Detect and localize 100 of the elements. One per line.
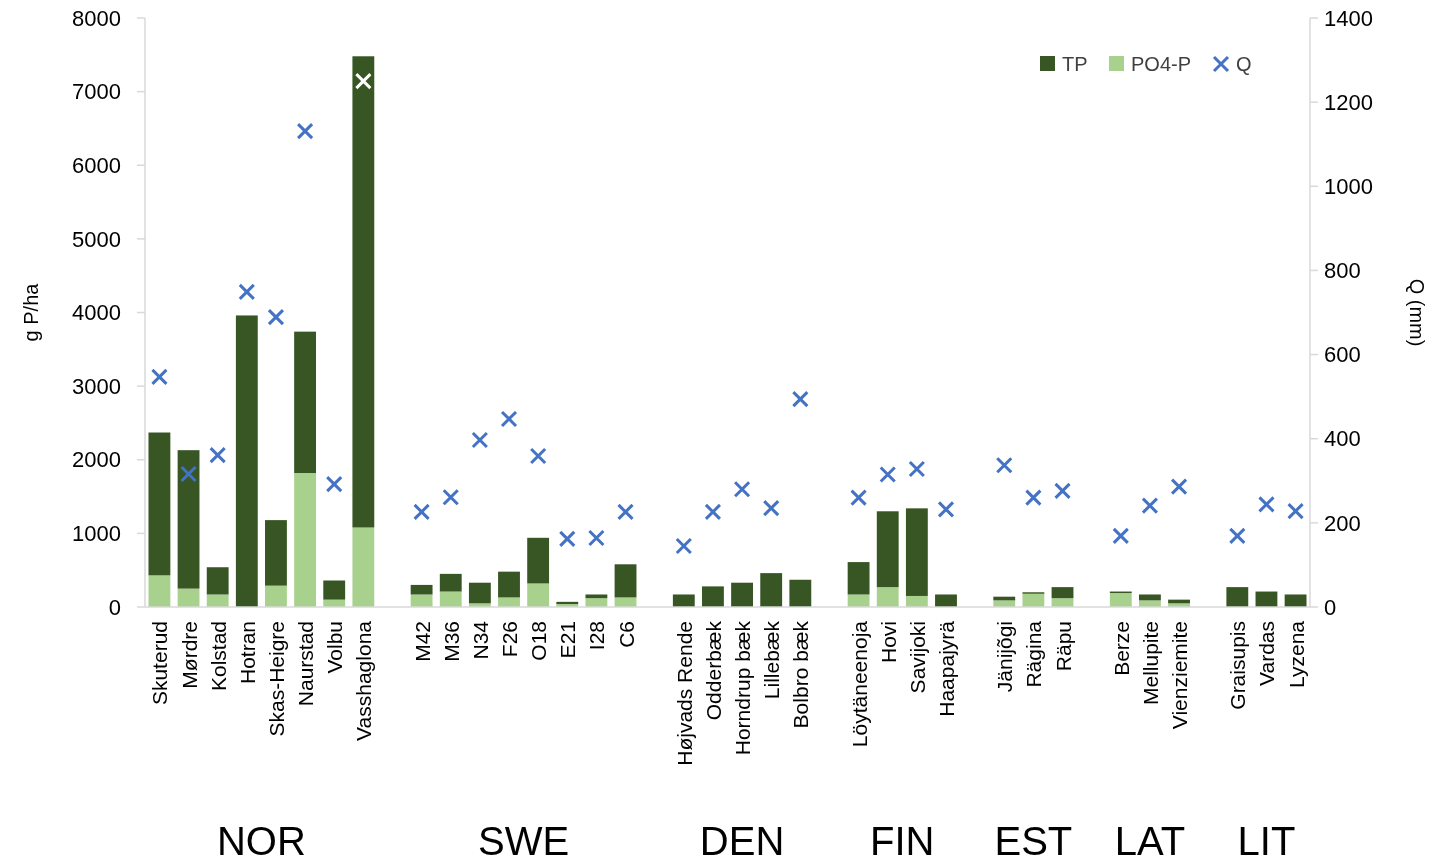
x-tick-label: Jänijõgi (993, 621, 1017, 693)
bar (905, 508, 928, 596)
text: NOR (216, 819, 306, 860)
point (704, 503, 722, 521)
point (529, 447, 547, 465)
text: FIN (870, 819, 935, 860)
point (733, 480, 751, 498)
x-tick-label: Naurstad (294, 621, 318, 707)
text: SWE (478, 819, 570, 860)
x-tick-label: I28 (585, 621, 609, 651)
x-tick-label: Graisupis (1226, 621, 1250, 710)
point (1257, 495, 1275, 513)
bar (1022, 593, 1045, 607)
point (238, 283, 256, 301)
point (413, 503, 431, 521)
bar (323, 580, 346, 600)
x-tick-label: Mellupite (1138, 621, 1162, 706)
bar (585, 598, 608, 607)
bar (1109, 593, 1132, 607)
point (1141, 497, 1159, 515)
bar (1284, 594, 1307, 607)
point (471, 431, 489, 449)
point (762, 499, 780, 517)
y-tick-label: 8000 (72, 5, 121, 31)
bar (1138, 594, 1161, 601)
y2-tick-label: 400 (1324, 426, 1361, 452)
y-tick-label: 6000 (72, 152, 121, 178)
bar (702, 586, 724, 607)
point (995, 456, 1013, 474)
y-tick-label: 0 (108, 594, 121, 620)
bar (1226, 587, 1249, 607)
y-tick-label: 2000 (72, 447, 121, 473)
bar (439, 591, 462, 607)
bar (847, 562, 870, 595)
point (180, 465, 198, 483)
point (267, 308, 285, 326)
x-tick-label: Skuterud (148, 621, 172, 706)
bar (294, 473, 317, 607)
bar (439, 573, 462, 592)
point (1287, 502, 1305, 520)
point (1112, 527, 1130, 545)
y-tick-label: 4000 (72, 300, 121, 326)
bar (585, 594, 608, 599)
x-tick-label: O18 (527, 621, 551, 661)
text: LAT (1114, 819, 1186, 860)
x-tick-label: Berze (1109, 621, 1133, 676)
x-tick-label: Kolstad (206, 621, 230, 692)
x-tick-label: N34 (468, 620, 492, 660)
bar (410, 594, 433, 607)
bar (847, 594, 870, 607)
y-tick-label: 1000 (72, 521, 121, 547)
x-tick-label: M42 (410, 621, 434, 662)
point (850, 489, 868, 507)
point (587, 529, 605, 547)
point (1024, 489, 1042, 507)
y2-tick-label: 1400 (1324, 5, 1373, 31)
point (442, 488, 460, 506)
x-tick-label: Hovi (876, 621, 900, 664)
text: DEN (699, 819, 785, 860)
x-tick-label: Lyzena (1284, 620, 1308, 688)
bar (876, 587, 899, 607)
point (791, 390, 809, 408)
point (1228, 527, 1246, 545)
bar (935, 594, 957, 607)
legend-label: TP (1062, 53, 1088, 75)
bar (731, 582, 753, 607)
x-tick-label: Lillebæk (760, 620, 784, 700)
x-tick-label: C6 (614, 621, 638, 648)
bar (177, 450, 200, 589)
bar (265, 585, 287, 607)
x-tick-label: Vardas (1255, 621, 1279, 686)
y-tick-label: 3000 (72, 373, 121, 399)
bar (148, 575, 171, 607)
point (500, 410, 518, 428)
x-tick-label: Savijoki (905, 621, 929, 694)
point (1054, 482, 1072, 500)
x-tick-label: Hotran (235, 621, 259, 685)
x-tick-label: Skas-Heigre (264, 621, 288, 737)
x-tick-label: Vasshaglona (352, 620, 376, 741)
x-tick-label: M36 (439, 621, 463, 662)
point (675, 537, 693, 555)
point (354, 72, 372, 90)
y2-tick-label: 0 (1324, 594, 1337, 620)
x-tick-label: Volbu (323, 621, 347, 674)
x-tick-label: Vienziemite (1168, 621, 1192, 730)
bar (993, 600, 1016, 607)
x-tick-label: E21 (556, 621, 580, 659)
x-tick-label: Bolbro bæk (789, 620, 813, 729)
bar (1138, 600, 1161, 607)
x-tick-label: Højvads Rende (672, 621, 696, 766)
bar (294, 331, 317, 473)
bar (265, 520, 287, 586)
bar (148, 432, 171, 576)
point (150, 368, 168, 386)
point (1170, 478, 1188, 496)
y-axis-title: g P/ha (20, 282, 42, 342)
bar (527, 537, 550, 584)
x-tick-label: Odderbæk (701, 620, 725, 721)
x-tick-label: Mørdre (177, 621, 201, 689)
text: EST (994, 819, 1073, 860)
